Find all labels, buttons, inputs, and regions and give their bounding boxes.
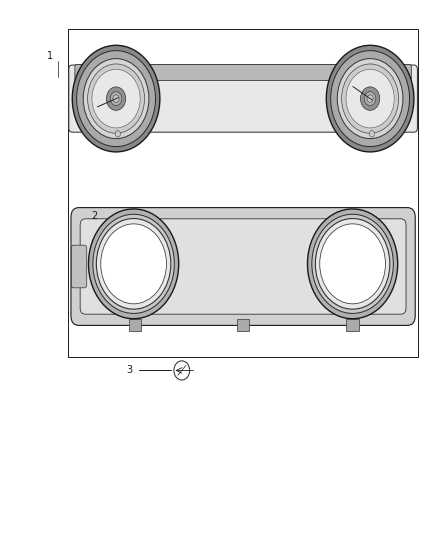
- Text: 2: 2: [91, 211, 97, 221]
- Bar: [129, 319, 141, 330]
- Bar: [237, 319, 249, 330]
- FancyBboxPatch shape: [69, 65, 417, 132]
- Circle shape: [77, 51, 155, 147]
- FancyBboxPatch shape: [75, 64, 411, 80]
- Circle shape: [367, 95, 373, 102]
- Circle shape: [364, 92, 376, 106]
- Circle shape: [88, 209, 179, 319]
- Bar: [366, 130, 378, 140]
- Circle shape: [110, 92, 122, 106]
- Circle shape: [331, 51, 410, 147]
- Circle shape: [88, 64, 145, 133]
- Circle shape: [315, 219, 390, 309]
- Circle shape: [83, 59, 149, 139]
- Bar: [68, 29, 418, 357]
- Circle shape: [93, 214, 174, 313]
- Circle shape: [360, 87, 380, 110]
- Circle shape: [72, 45, 160, 152]
- FancyBboxPatch shape: [71, 208, 415, 325]
- Circle shape: [92, 69, 140, 128]
- Circle shape: [101, 224, 166, 304]
- FancyBboxPatch shape: [80, 219, 406, 314]
- Circle shape: [312, 214, 393, 313]
- Circle shape: [342, 64, 399, 133]
- Circle shape: [326, 45, 414, 152]
- Text: 1: 1: [47, 51, 53, 61]
- Bar: [112, 130, 124, 140]
- FancyBboxPatch shape: [71, 245, 87, 288]
- Circle shape: [113, 95, 119, 102]
- Text: 3: 3: [126, 366, 132, 375]
- Circle shape: [346, 69, 394, 128]
- Circle shape: [106, 87, 126, 110]
- Circle shape: [337, 59, 403, 139]
- Circle shape: [307, 209, 398, 319]
- Bar: [346, 319, 359, 330]
- Circle shape: [320, 224, 385, 304]
- Circle shape: [369, 131, 374, 137]
- Circle shape: [115, 131, 120, 137]
- Circle shape: [96, 219, 171, 309]
